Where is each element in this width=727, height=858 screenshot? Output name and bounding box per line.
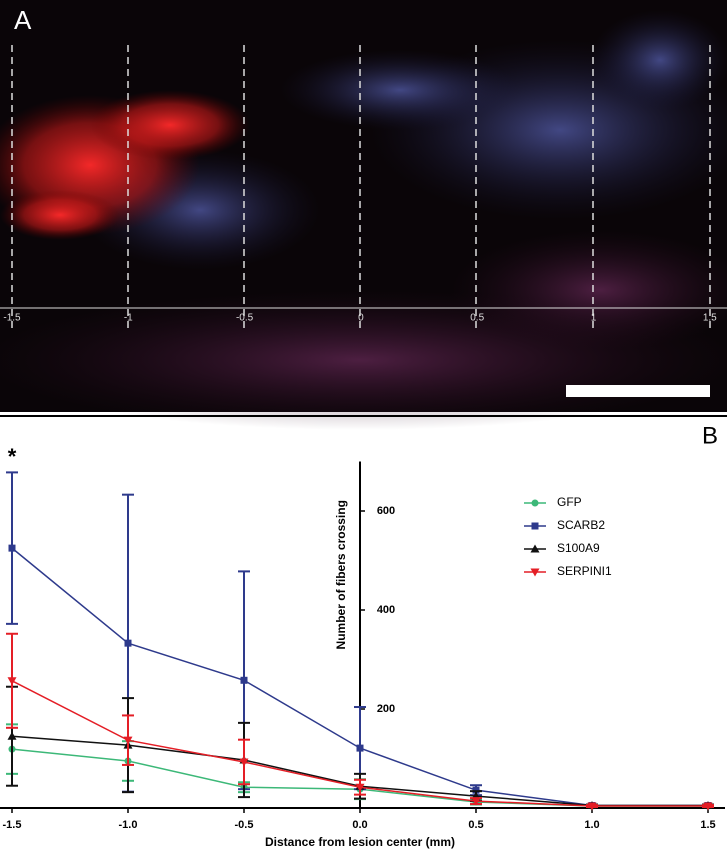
x-tick-label: 0.5: [468, 819, 483, 831]
marker: [124, 639, 132, 647]
tissue: [450, 230, 727, 350]
panel-label: A: [14, 5, 32, 35]
marker: [531, 499, 539, 507]
scale-label: -1: [124, 313, 133, 324]
y-tick-label: 400: [377, 604, 395, 616]
scale-label: -0.5: [236, 313, 254, 324]
scale-label: -1.5: [3, 313, 21, 324]
marker: [123, 736, 133, 745]
marker: [355, 783, 365, 792]
x-tick-label: 1.5: [700, 819, 715, 831]
scale-bar: [566, 385, 710, 397]
legend-label: SCARB2: [557, 518, 605, 532]
x-tick-label: -0.5: [235, 819, 254, 831]
x-axis-title: Distance from lesion center (mm): [265, 835, 455, 849]
x-tick-label: 1.0: [584, 819, 599, 831]
x-tick-label: -1.5: [3, 819, 22, 831]
legend-entry: S100A9: [524, 541, 600, 555]
scale-label: 0.5: [470, 313, 484, 324]
y-tick-label: 600: [377, 505, 395, 517]
marker: [7, 677, 17, 686]
fibers: [0, 190, 120, 240]
marker: [356, 744, 364, 752]
x-tick-label: -1.0: [119, 819, 138, 831]
marker: [531, 522, 539, 530]
marker: [240, 676, 248, 684]
y-tick-label: 200: [377, 703, 395, 715]
marker: [530, 568, 540, 577]
marker: [239, 758, 249, 767]
panel-a: A -1.5 -1 -0.5 0 0.5 1 1.5: [0, 0, 727, 430]
legend-entry: SCARB2: [524, 518, 605, 532]
tissue: [280, 50, 520, 130]
x-tick-label: 0.0: [352, 819, 367, 831]
marker: [530, 544, 540, 553]
fibers: [90, 90, 250, 160]
legend-entry: GFP: [524, 495, 582, 509]
scale-label: 1: [591, 313, 597, 324]
marker: [587, 802, 597, 811]
legend-label: S100A9: [557, 541, 600, 555]
annotation: *: [8, 444, 17, 469]
panel-b: -1.5 -1.0 -0.5 0.0 0.5 1.0 1.5 200 400 600 Distanc…: [0, 444, 725, 849]
y-axis-title: Number of fibers crossing: [334, 500, 348, 649]
series: [6, 632, 714, 811]
marker: [703, 802, 713, 811]
tissue: [590, 10, 727, 110]
legend-label: SERPINI1: [557, 564, 612, 578]
legend-entry: SERPINI1: [524, 564, 612, 578]
scale-label: 1.5: [703, 313, 717, 324]
marker: [8, 544, 16, 552]
panel-label: B: [702, 422, 718, 449]
marker: [7, 731, 17, 740]
scale-labels: -1.5 -1 -0.5 0 0.5 1 1.5: [3, 313, 717, 324]
scale-label: 0: [358, 313, 364, 324]
legend-label: GFP: [557, 495, 582, 509]
marker: [471, 797, 481, 806]
